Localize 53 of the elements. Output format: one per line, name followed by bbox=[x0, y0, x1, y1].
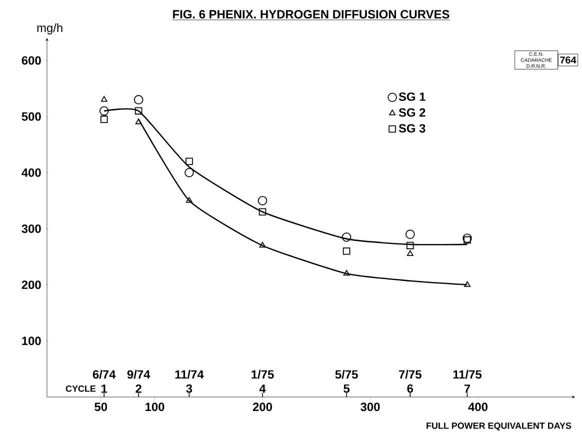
annotation: 7 bbox=[464, 384, 470, 393]
annotation: 764 bbox=[560, 56, 576, 64]
legend-label: SG 3 bbox=[398, 124, 426, 133]
annotation: 11/74 bbox=[175, 370, 204, 379]
point bbox=[343, 270, 350, 276]
legend-label: SG 1 bbox=[398, 92, 426, 101]
point bbox=[342, 232, 352, 242]
y-tick-label: 200 bbox=[22, 280, 41, 290]
y-tick-label: 500 bbox=[22, 112, 41, 121]
y-axis-title: mg/h bbox=[37, 23, 62, 34]
annotation: 5/75 bbox=[335, 370, 358, 379]
annotation: 2 bbox=[136, 384, 142, 393]
annotation: CYCLE bbox=[66, 385, 96, 392]
x-tick-label: 50 bbox=[94, 402, 108, 412]
point bbox=[258, 208, 266, 216]
point bbox=[406, 250, 414, 256]
annotation: 1/75 bbox=[252, 370, 274, 379]
point bbox=[100, 116, 108, 123]
point bbox=[462, 234, 472, 243]
annotation: 1 bbox=[102, 384, 108, 393]
annotation: 6 bbox=[407, 384, 414, 393]
point bbox=[342, 248, 350, 255]
x-tick-label: 200 bbox=[252, 402, 272, 412]
x-tick-label: 100 bbox=[146, 402, 164, 412]
point bbox=[406, 242, 414, 250]
point bbox=[464, 236, 471, 244]
annotation: 4 bbox=[259, 384, 266, 393]
y-tick-label: 400 bbox=[22, 168, 41, 177]
annotation: 5 bbox=[344, 384, 350, 393]
point bbox=[134, 107, 142, 115]
point bbox=[258, 196, 268, 206]
annotation: 11/75 bbox=[453, 370, 482, 379]
annotation: 7/75 bbox=[399, 370, 422, 379]
legend-label: SG 2 bbox=[398, 108, 426, 117]
y-tick-label: 600 bbox=[22, 56, 41, 65]
chart-title: FIG. 6 PHENIX. HYDROGEN DIFFUSION CURVES bbox=[173, 10, 450, 18]
x-tick-label: 300 bbox=[360, 402, 380, 412]
y-tick-label: 300 bbox=[22, 224, 41, 233]
x-tick-label: 400 bbox=[468, 402, 488, 412]
annotation: 9/74 bbox=[127, 370, 150, 379]
x-axis-title: FULL POWER EQUIVALENT DAYS bbox=[426, 422, 572, 431]
annotation: 3 bbox=[186, 384, 192, 393]
point bbox=[186, 158, 193, 166]
point bbox=[405, 230, 415, 239]
y-tick-label: 100 bbox=[22, 336, 41, 346]
point bbox=[100, 96, 108, 102]
point bbox=[464, 281, 470, 287]
point bbox=[259, 242, 266, 248]
annotation: 6/74 bbox=[92, 370, 116, 379]
point bbox=[99, 106, 109, 116]
point bbox=[134, 95, 144, 104]
point bbox=[186, 197, 192, 203]
point bbox=[184, 168, 194, 178]
